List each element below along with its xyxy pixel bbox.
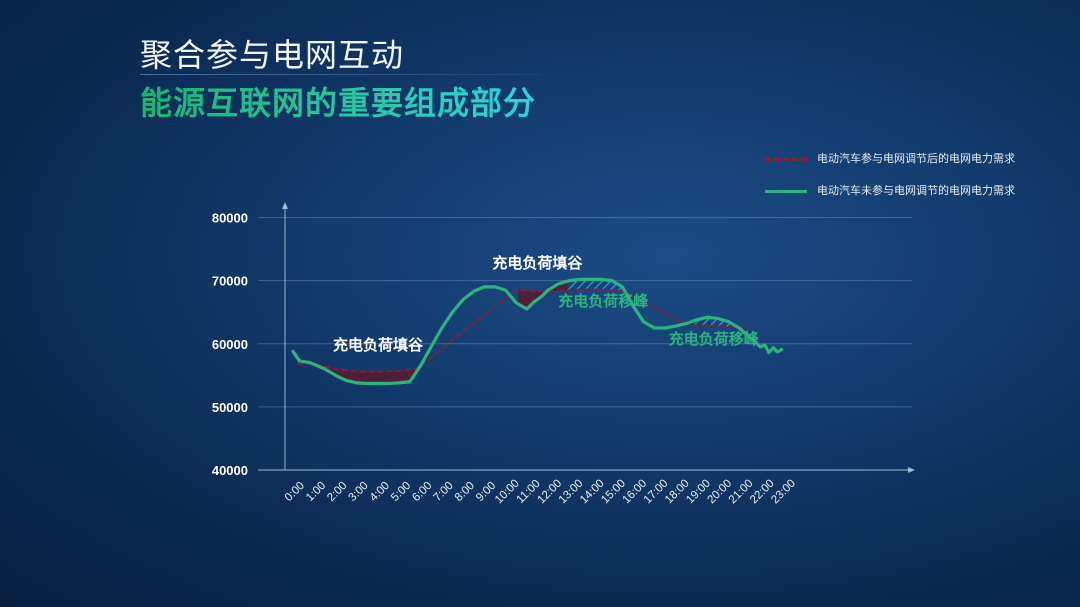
legend-label-baseline: 电动汽车未参与电网调节的电网电力需求: [817, 185, 1015, 197]
x-tick-label: 0:00: [283, 480, 307, 504]
x-tick-label: 8:00: [453, 480, 477, 504]
y-tick-label: 60000: [212, 337, 248, 352]
x-tick-label: 2:00: [325, 480, 349, 504]
peak-shift-region: [688, 317, 748, 336]
x-tick-label: 5:00: [389, 480, 413, 504]
title-divider: [140, 74, 540, 75]
legend-swatch-adjusted: [765, 158, 807, 161]
y-tick-label: 80000: [212, 211, 248, 226]
page-title: 聚合参与电网互动: [140, 37, 405, 73]
annotation-label: 充电负荷移峰: [669, 330, 760, 348]
peak-shift-region: [567, 279, 625, 292]
annotation-label: 充电负荷填谷: [333, 336, 424, 354]
x-tick-label: 1:00: [304, 480, 328, 504]
x-tick-label: 7:00: [431, 480, 455, 504]
page-subtitle: 能源互联网的重要组成部分: [140, 78, 536, 124]
x-tick-label: 3:00: [346, 480, 370, 504]
x-tick-label: 4:00: [368, 480, 392, 504]
x-tick-label: 6:00: [410, 480, 434, 504]
legend-swatch-baseline: [765, 190, 807, 193]
legend-label-adjusted: 电动汽车参与电网调节后的电网电力需求: [817, 153, 1015, 165]
x-tick-label: 10:00: [493, 477, 522, 506]
series-line-baseline: [291, 277, 784, 386]
annotation-label: 充电负荷填谷: [492, 254, 583, 272]
annotation-label: 充电负荷移峰: [558, 292, 649, 310]
y-tick-label: 50000: [212, 400, 248, 415]
valley-fill-region: [314, 363, 421, 384]
x-tick-label: 23:00: [769, 477, 798, 506]
y-tick-label: 70000: [212, 274, 248, 289]
y-tick-label: 40000: [212, 463, 248, 478]
